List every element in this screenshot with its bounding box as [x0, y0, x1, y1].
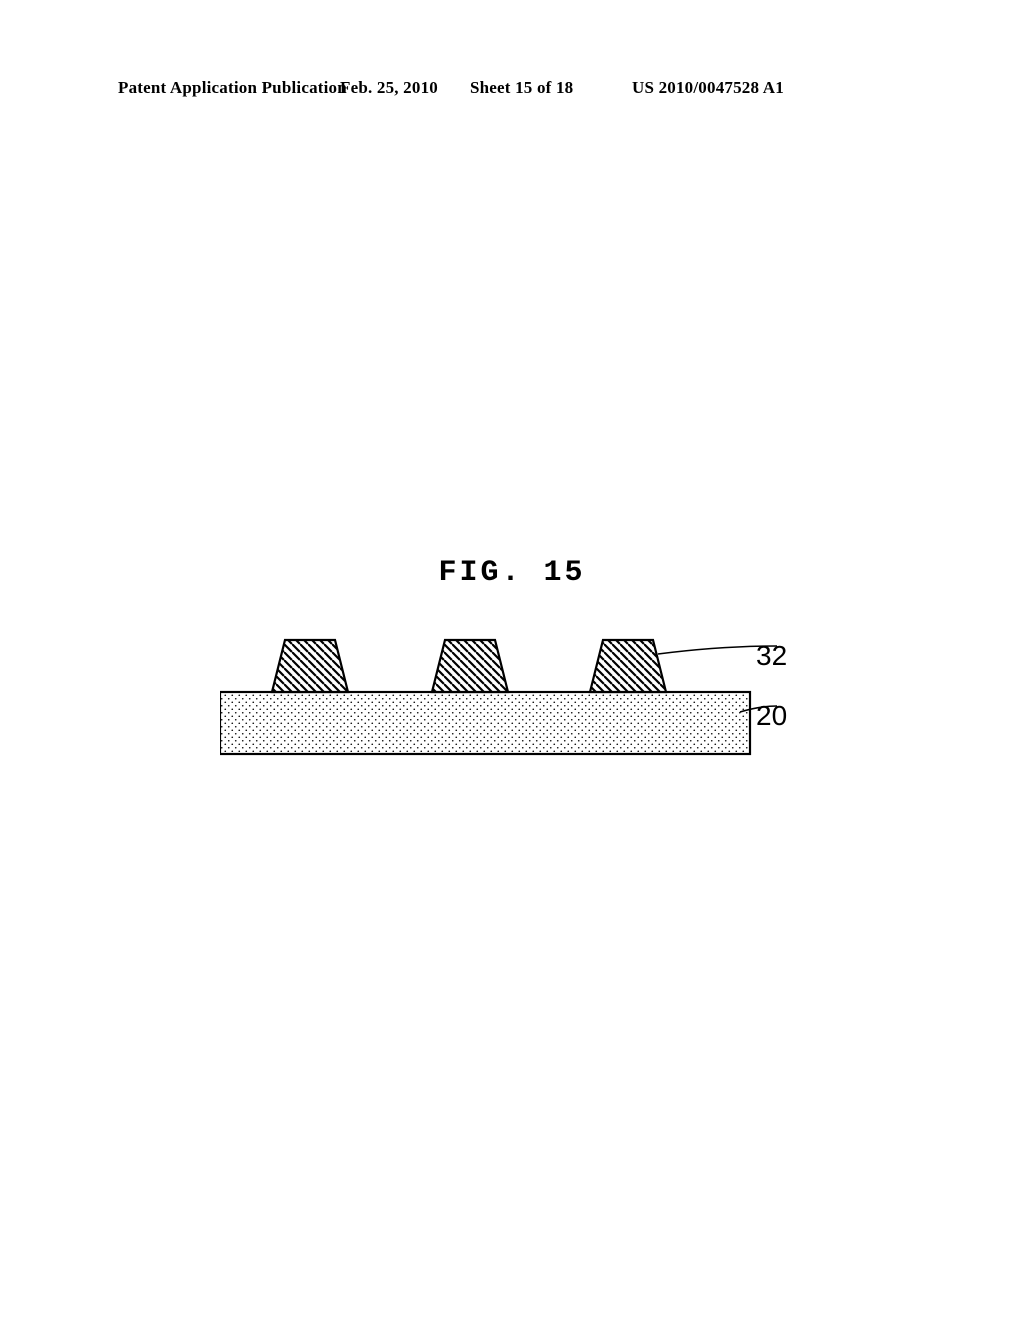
header-sheet: Sheet 15 of 18 [470, 78, 573, 98]
pattern-32 [590, 640, 666, 692]
header-pubnum: US 2010/0047528 A1 [632, 78, 784, 98]
header-publication: Patent Application Publication [118, 78, 347, 98]
page: Patent Application Publication Feb. 25, … [0, 0, 1024, 1320]
pattern-32 [272, 640, 348, 692]
substrate-20 [220, 692, 750, 754]
ref-label-20: 20 [756, 700, 787, 732]
ref-label-32: 32 [756, 640, 787, 672]
header-date: Feb. 25, 2010 [340, 78, 438, 98]
figure-title: FIG. 15 [0, 556, 1024, 590]
pattern-32 [432, 640, 508, 692]
figure-15 [220, 620, 820, 780]
